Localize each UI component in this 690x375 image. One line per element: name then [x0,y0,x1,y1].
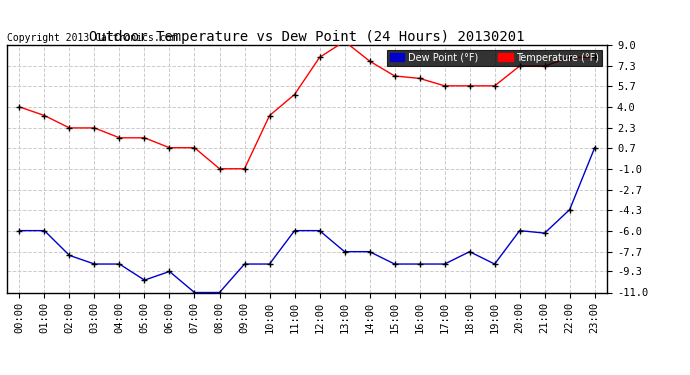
Title: Outdoor Temperature vs Dew Point (24 Hours) 20130201: Outdoor Temperature vs Dew Point (24 Hou… [89,30,525,44]
Text: Copyright 2013 Cartronics.com: Copyright 2013 Cartronics.com [7,33,177,42]
Legend: Dew Point (°F), Temperature (°F): Dew Point (°F), Temperature (°F) [387,50,602,66]
